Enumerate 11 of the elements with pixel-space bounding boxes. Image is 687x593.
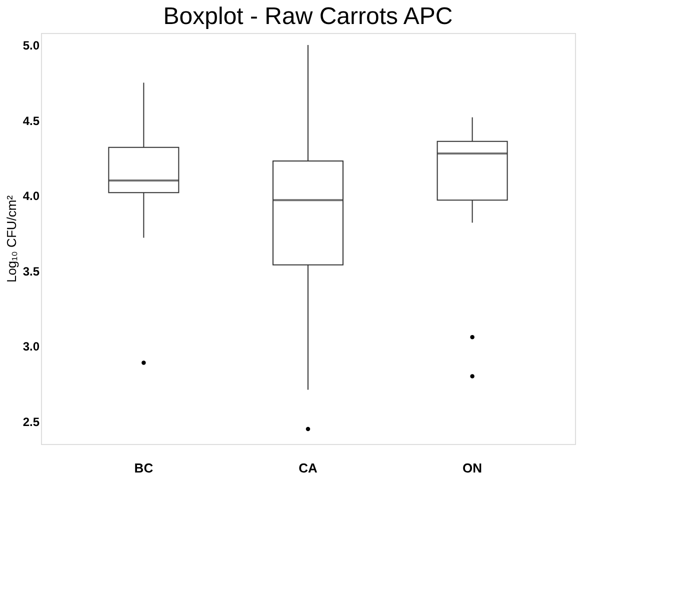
- y-tick-label: 3.5: [22, 264, 40, 278]
- y-tick-label: 3.0: [22, 340, 40, 354]
- y-axis-title: Log₁₀ CFU/cm²: [4, 194, 19, 283]
- y-tick-label: 4.0: [22, 189, 40, 204]
- chart-title: Boxplot - Raw Carrots APC: [163, 3, 453, 30]
- x-tick-label: CA: [298, 460, 318, 476]
- x-tick-label: ON: [462, 460, 482, 476]
- y-tick-label: 4.5: [22, 114, 40, 128]
- x-tick-label: BC: [134, 460, 154, 476]
- y-tick-label: 5.0: [22, 38, 40, 53]
- y-tick-label: 2.5: [22, 414, 40, 429]
